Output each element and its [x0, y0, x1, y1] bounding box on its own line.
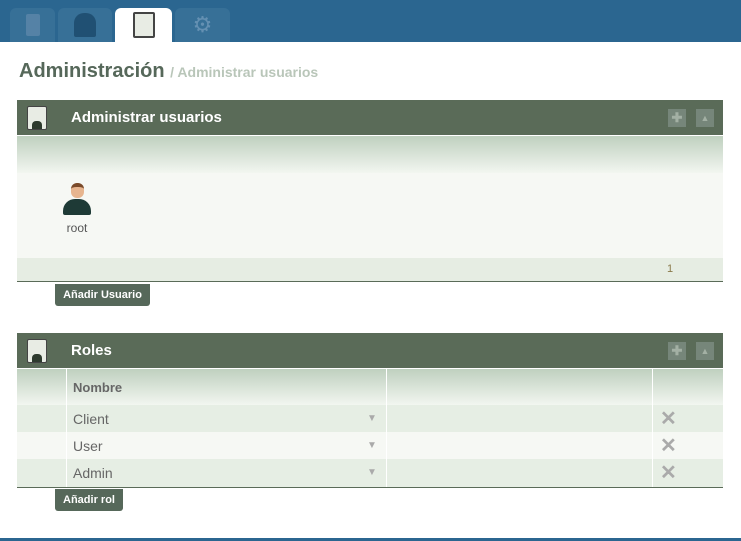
delete-icon[interactable]: ✕: [660, 408, 677, 430]
page-title: Administración / Administrar usuarios: [19, 60, 318, 83]
user-avatar-icon: [63, 183, 91, 215]
column-divider: [66, 369, 67, 487]
tab-admin-users[interactable]: [115, 8, 172, 42]
user-hat-icon: [74, 13, 96, 37]
add-role-button[interactable]: Añadir rol: [55, 489, 123, 511]
column-divider: [652, 369, 653, 487]
column-divider: [386, 369, 387, 487]
tab-tools[interactable]: ⚙: [175, 8, 230, 42]
column-header-nombre: Nombre: [73, 380, 123, 395]
add-icon[interactable]: ✚: [668, 109, 686, 127]
panel-title: Roles: [71, 342, 112, 359]
tab-settings[interactable]: [10, 8, 55, 42]
breadcrumb: / Administrar usuarios: [170, 64, 319, 80]
tab-users[interactable]: [58, 8, 112, 42]
delete-icon[interactable]: ✕: [660, 462, 677, 484]
add-icon[interactable]: ✚: [668, 342, 686, 360]
table-row: Client ▼ ✕: [17, 405, 723, 432]
tools-icon: ⚙: [192, 12, 213, 37]
top-nav: ⚙: [0, 0, 741, 42]
table-row: User ▼ ✕: [17, 432, 723, 459]
dropdown-arrow-icon[interactable]: ▼: [367, 440, 377, 451]
dropdown-arrow-icon[interactable]: ▼: [367, 413, 377, 424]
role-name[interactable]: Client: [73, 410, 109, 427]
dropdown-arrow-icon[interactable]: ▼: [367, 467, 377, 478]
user-badge-icon: [27, 338, 47, 363]
users-panel-header: Administrar usuarios ✚ ▲: [17, 100, 723, 135]
collapse-icon[interactable]: ▲: [696, 109, 714, 127]
settings-book-icon: [25, 14, 40, 36]
pagination: 1: [17, 258, 723, 282]
user-badge-icon: [27, 105, 47, 130]
role-name[interactable]: Admin: [73, 464, 113, 481]
role-name[interactable]: User: [73, 437, 103, 454]
user-name: root: [66, 221, 88, 235]
roles-panel-header: Roles ✚ ▲: [17, 333, 723, 368]
add-user-button[interactable]: Añadir Usuario: [55, 284, 150, 306]
users-subheader: [17, 135, 723, 173]
roles-table-header: Nombre: [17, 368, 723, 405]
page-link[interactable]: 1: [667, 263, 674, 275]
panel-title: Administrar usuarios: [71, 109, 222, 126]
user-badge-icon: [132, 12, 155, 38]
users-list: root: [17, 173, 723, 258]
user-item[interactable]: root: [57, 183, 97, 235]
table-row: Admin ▼ ✕: [17, 459, 723, 488]
collapse-icon[interactable]: ▲: [696, 342, 714, 360]
delete-icon[interactable]: ✕: [660, 435, 677, 457]
title-text: Administración: [19, 60, 165, 82]
footer-bar: [0, 538, 741, 541]
